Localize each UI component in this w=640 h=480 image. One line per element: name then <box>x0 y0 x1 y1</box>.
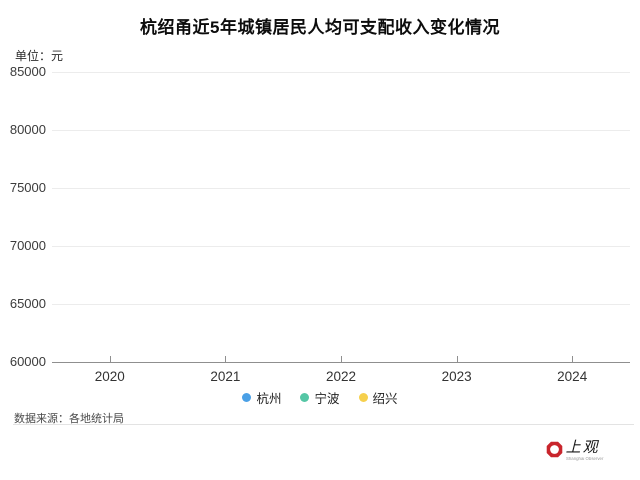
legend-dot-icon <box>300 392 310 402</box>
footer-divider <box>13 424 634 425</box>
x-axis-tick-label: 2020 <box>94 369 125 384</box>
y-axis-tick-label: 65000 <box>9 296 46 311</box>
x-axis-line <box>52 362 630 363</box>
x-axis-tick-label: 2024 <box>557 369 588 384</box>
x-axis-tick <box>572 356 574 362</box>
chart-title: 杭绍甬近5年城镇居民人均可支配收入变化情况 <box>140 18 500 37</box>
legend-dot-icon <box>358 392 368 402</box>
logo-text-en: Shanghai Observer <box>565 457 604 462</box>
legend-label: 绍兴 <box>372 391 398 406</box>
legend-item-宁波[interactable]: 宁波 <box>300 388 340 407</box>
y-axis-tick-label: 80000 <box>9 122 46 137</box>
legend-label: 杭州 <box>256 391 282 406</box>
y-axis-tick-label: 75000 <box>9 180 46 195</box>
y-axis-tick-label: 60000 <box>9 354 46 369</box>
legend-item-杭州[interactable]: 杭州 <box>242 388 281 407</box>
x-axis-tick-label: 2022 <box>325 369 357 384</box>
x-axis-tick-label: 2023 <box>441 369 472 384</box>
shanghai-observer-seal-icon <box>546 441 563 463</box>
gridline <box>52 304 630 305</box>
legend-dot-icon <box>242 392 252 402</box>
y-axis-tick-label: 70000 <box>9 238 46 253</box>
x-axis-tick-label: 2021 <box>210 369 241 384</box>
publisher-logo: 上观 Shanghai Observer <box>546 441 626 464</box>
gridline <box>52 130 630 131</box>
plot-area <box>52 72 630 363</box>
y-axis-unit-label: 单位：元 <box>15 49 64 63</box>
y-axis-tick-label: 85000 <box>9 64 46 79</box>
gridline <box>52 246 630 247</box>
legend-label: 宁波 <box>314 391 340 406</box>
logo-text-cn: 上观 <box>565 440 600 456</box>
x-axis-tick <box>225 356 227 362</box>
gridline <box>52 72 630 73</box>
x-axis-tick <box>341 356 342 362</box>
x-axis-tick <box>109 356 111 362</box>
data-source-note: 数据来源：各地统计局 <box>14 413 124 425</box>
chart-legend: 杭州 宁波 绍兴 <box>0 388 640 407</box>
x-axis-tick <box>456 356 458 362</box>
gridline <box>52 188 630 189</box>
legend-item-绍兴[interactable]: 绍兴 <box>358 388 398 407</box>
